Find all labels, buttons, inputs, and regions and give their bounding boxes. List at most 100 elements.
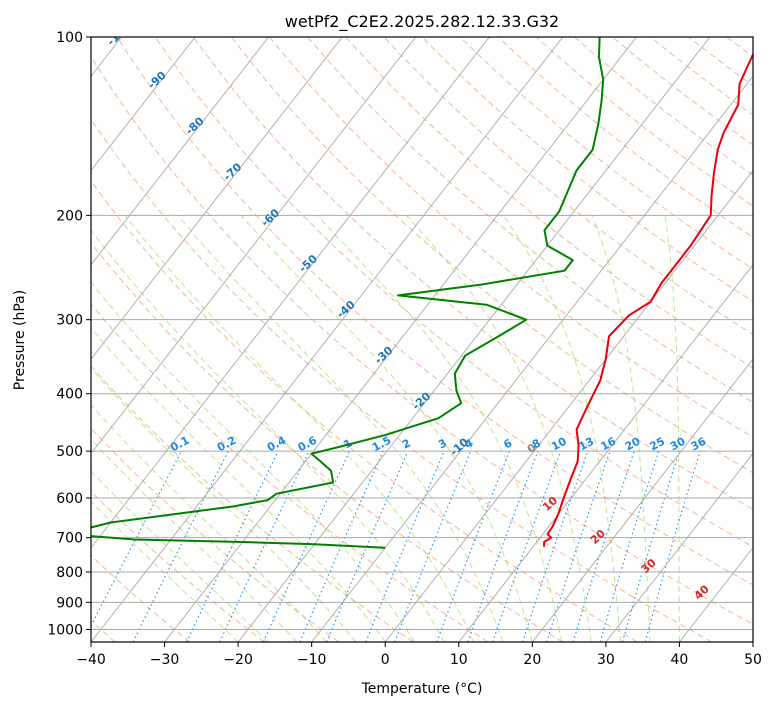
y-tick-label: 100 bbox=[56, 30, 83, 46]
mixing-ratio-line bbox=[365, 450, 445, 642]
moist-adiabat-line bbox=[591, 215, 651, 642]
isotherm-label: -20 bbox=[410, 390, 434, 413]
moist-adiabat-line bbox=[91, 500, 239, 642]
mixing-ratio-line bbox=[394, 450, 472, 642]
dry-adiabat-line bbox=[154, 37, 753, 548]
dry-adiabat-line bbox=[116, 37, 753, 586]
mixing-ratio-label: 13 bbox=[577, 435, 597, 454]
y-axis-ticks: 100 200 300 400 500 600 700 800 900 1000 bbox=[47, 30, 91, 638]
dry-adiabat-line bbox=[91, 241, 563, 642]
mixing-ratio-label: 36 bbox=[689, 435, 709, 454]
y-tick-label: 1000 bbox=[47, 622, 83, 638]
mixing-ratio-label: 2 bbox=[400, 436, 413, 451]
dry-adiabat-line bbox=[535, 37, 753, 207]
mixing-ratio-line bbox=[219, 450, 310, 642]
mixing-ratio-line bbox=[546, 450, 611, 642]
mixing-ratio-label: 16 bbox=[599, 435, 619, 454]
moist-adiabat-line bbox=[406, 214, 592, 642]
mixing-ratio-label: 25 bbox=[647, 435, 667, 454]
isotherm-line bbox=[91, 37, 343, 360]
y-tick-label: 200 bbox=[56, 208, 83, 224]
mixing-ratio-line bbox=[91, 450, 183, 628]
temperature-profile-line bbox=[543, 52, 753, 547]
dry-adiabats bbox=[91, 37, 775, 642]
isotherm-line bbox=[164, 37, 637, 642]
isotherm-line bbox=[91, 37, 417, 455]
dry-adiabat-label: 40 bbox=[692, 582, 712, 602]
x-tick-label: 50 bbox=[744, 652, 762, 668]
mixing-ratio-line bbox=[572, 450, 635, 642]
isotherm-line bbox=[237, 37, 711, 642]
mixing-ratio-line bbox=[622, 450, 680, 642]
moist-adiabat-line bbox=[316, 214, 563, 642]
y-tick-label: 600 bbox=[56, 491, 83, 507]
mixing-ratio-line bbox=[436, 450, 511, 642]
dry-adiabat-line bbox=[91, 365, 414, 642]
y-tick-label: 900 bbox=[56, 595, 83, 611]
mixing-ratio-label: 30 bbox=[668, 435, 688, 454]
dry-adiabat-line bbox=[765, 37, 775, 642]
isotherm-line bbox=[91, 37, 196, 172]
x-tick-label: −30 bbox=[150, 652, 180, 668]
mixing-ratio-line bbox=[599, 450, 660, 642]
isotherm-label: -90 bbox=[145, 69, 169, 92]
x-axis-ticks: −40 −30 −20 −10 0 10 20 30 40 50 bbox=[76, 642, 762, 668]
x-tick-label: 10 bbox=[450, 652, 468, 668]
x-tick-label: −10 bbox=[297, 652, 327, 668]
dry-adiabat-line bbox=[192, 37, 753, 511]
moist-adiabat-line bbox=[91, 438, 298, 642]
moist-adiabat-line bbox=[502, 215, 622, 642]
mixing-ratio-line bbox=[467, 450, 539, 642]
isotherm-label: -60 bbox=[259, 206, 283, 229]
dewpoint-profile-line bbox=[91, 37, 605, 549]
isotherm-line bbox=[752, 641, 753, 642]
moist-adiabat-line bbox=[91, 470, 268, 642]
isotherm-line bbox=[384, 169, 753, 642]
dry-adiabat-line bbox=[91, 490, 265, 642]
isotherm-label: -30 bbox=[372, 344, 396, 367]
chart-title: wetPf2_C2E2.2025.282.12.33.G32 bbox=[285, 12, 559, 32]
mixing-ratio-line bbox=[492, 450, 562, 642]
mixing-ratio-line bbox=[132, 450, 229, 642]
dry-adiabat-line bbox=[459, 37, 753, 270]
dry-adiabat-line bbox=[91, 180, 638, 642]
moist-adiabat-line bbox=[91, 367, 357, 642]
y-tick-label: 500 bbox=[56, 444, 83, 460]
mixing-ratio-label: 10 bbox=[549, 435, 569, 454]
mixing-ratio-label: 6 bbox=[501, 436, 514, 451]
mixing-ratio-line bbox=[262, 450, 351, 642]
isotherms bbox=[91, 37, 753, 642]
dry-adiabat-line bbox=[231, 37, 753, 474]
moist-adiabat-line bbox=[91, 404, 327, 642]
dry-adiabat-line bbox=[91, 427, 340, 642]
mixing-ratio-line bbox=[299, 450, 384, 642]
isotherm-line bbox=[311, 75, 753, 642]
isotherm-line bbox=[605, 452, 753, 642]
x-tick-label: 30 bbox=[597, 652, 615, 668]
x-tick-label: −40 bbox=[76, 652, 106, 668]
y-tick-label: 300 bbox=[56, 313, 83, 329]
dry-adiabat-line bbox=[383, 37, 753, 335]
isobars bbox=[91, 37, 753, 630]
y-tick-label: 400 bbox=[56, 387, 83, 403]
isotherm-line bbox=[458, 264, 753, 642]
mixing-ratio-label: 20 bbox=[623, 435, 643, 454]
moist-adiabat-line bbox=[240, 214, 533, 642]
dry-adiabat-line bbox=[726, 37, 753, 58]
x-tick-label: 0 bbox=[381, 652, 390, 668]
background-lines bbox=[91, 37, 775, 642]
x-tick-label: 40 bbox=[671, 652, 689, 668]
dry-adiabat-line bbox=[688, 37, 753, 87]
mixing-ratio-line bbox=[186, 450, 279, 642]
y-tick-label: 700 bbox=[56, 531, 83, 547]
mixing-ratio-line bbox=[644, 450, 701, 642]
dry-adiabat-line bbox=[345, 37, 753, 369]
moist-adiabat-line bbox=[91, 281, 416, 642]
isotherm-line bbox=[91, 37, 490, 549]
x-tick-label: 20 bbox=[523, 652, 541, 668]
isotherm-label: -100 bbox=[105, 20, 134, 48]
moist-adiabat-line bbox=[664, 215, 680, 642]
isotherm-line bbox=[531, 358, 753, 642]
